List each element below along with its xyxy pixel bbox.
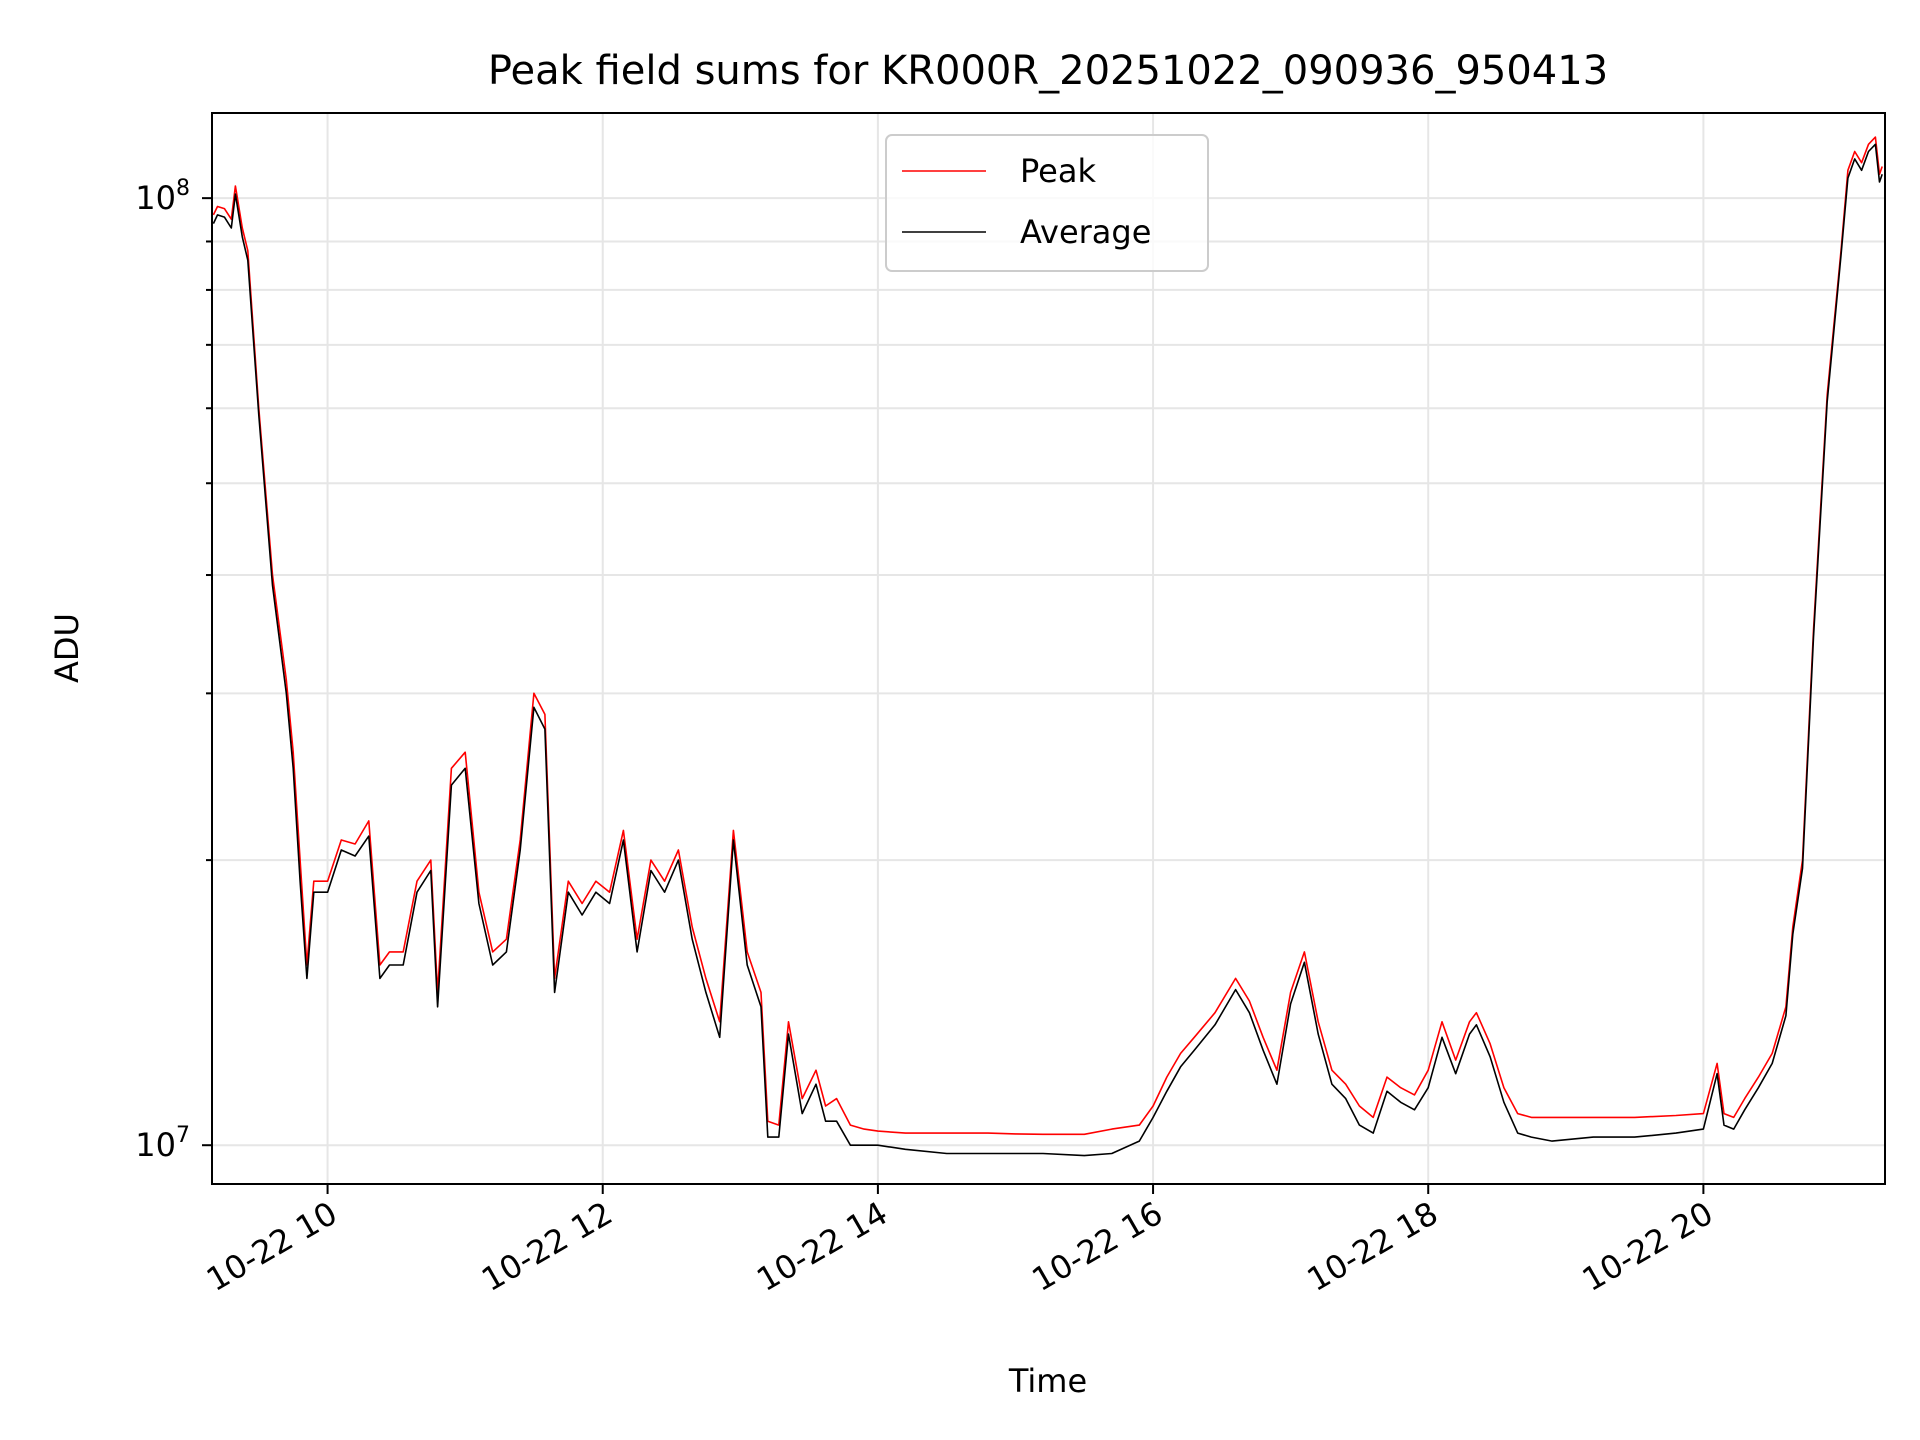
y-axis-label: ADU: [48, 613, 86, 683]
y-tick-label: 107: [135, 1123, 190, 1164]
legend-box: [885, 134, 1209, 272]
y-tick-exponent: 7: [176, 1123, 190, 1148]
plot-frame: [211, 112, 1886, 1185]
legend: Peak Average: [885, 134, 1209, 272]
y-tick-exponent: 8: [176, 176, 190, 201]
series-line-peak: [212, 136, 1883, 1136]
y-tick-label: 108: [135, 176, 190, 217]
series-group: [212, 136, 1883, 1157]
y-tick-base: 10: [135, 1126, 176, 1164]
x-axis-label: Time: [1008, 1362, 1087, 1400]
series-line-average: [212, 143, 1883, 1157]
chart-title: Peak field sums for KR000R_20251022_0909…: [488, 48, 1608, 94]
legend-peak-label: Peak: [1020, 152, 1096, 190]
legend-average-label: Average: [1020, 213, 1151, 251]
y-tick-base: 10: [135, 179, 176, 217]
